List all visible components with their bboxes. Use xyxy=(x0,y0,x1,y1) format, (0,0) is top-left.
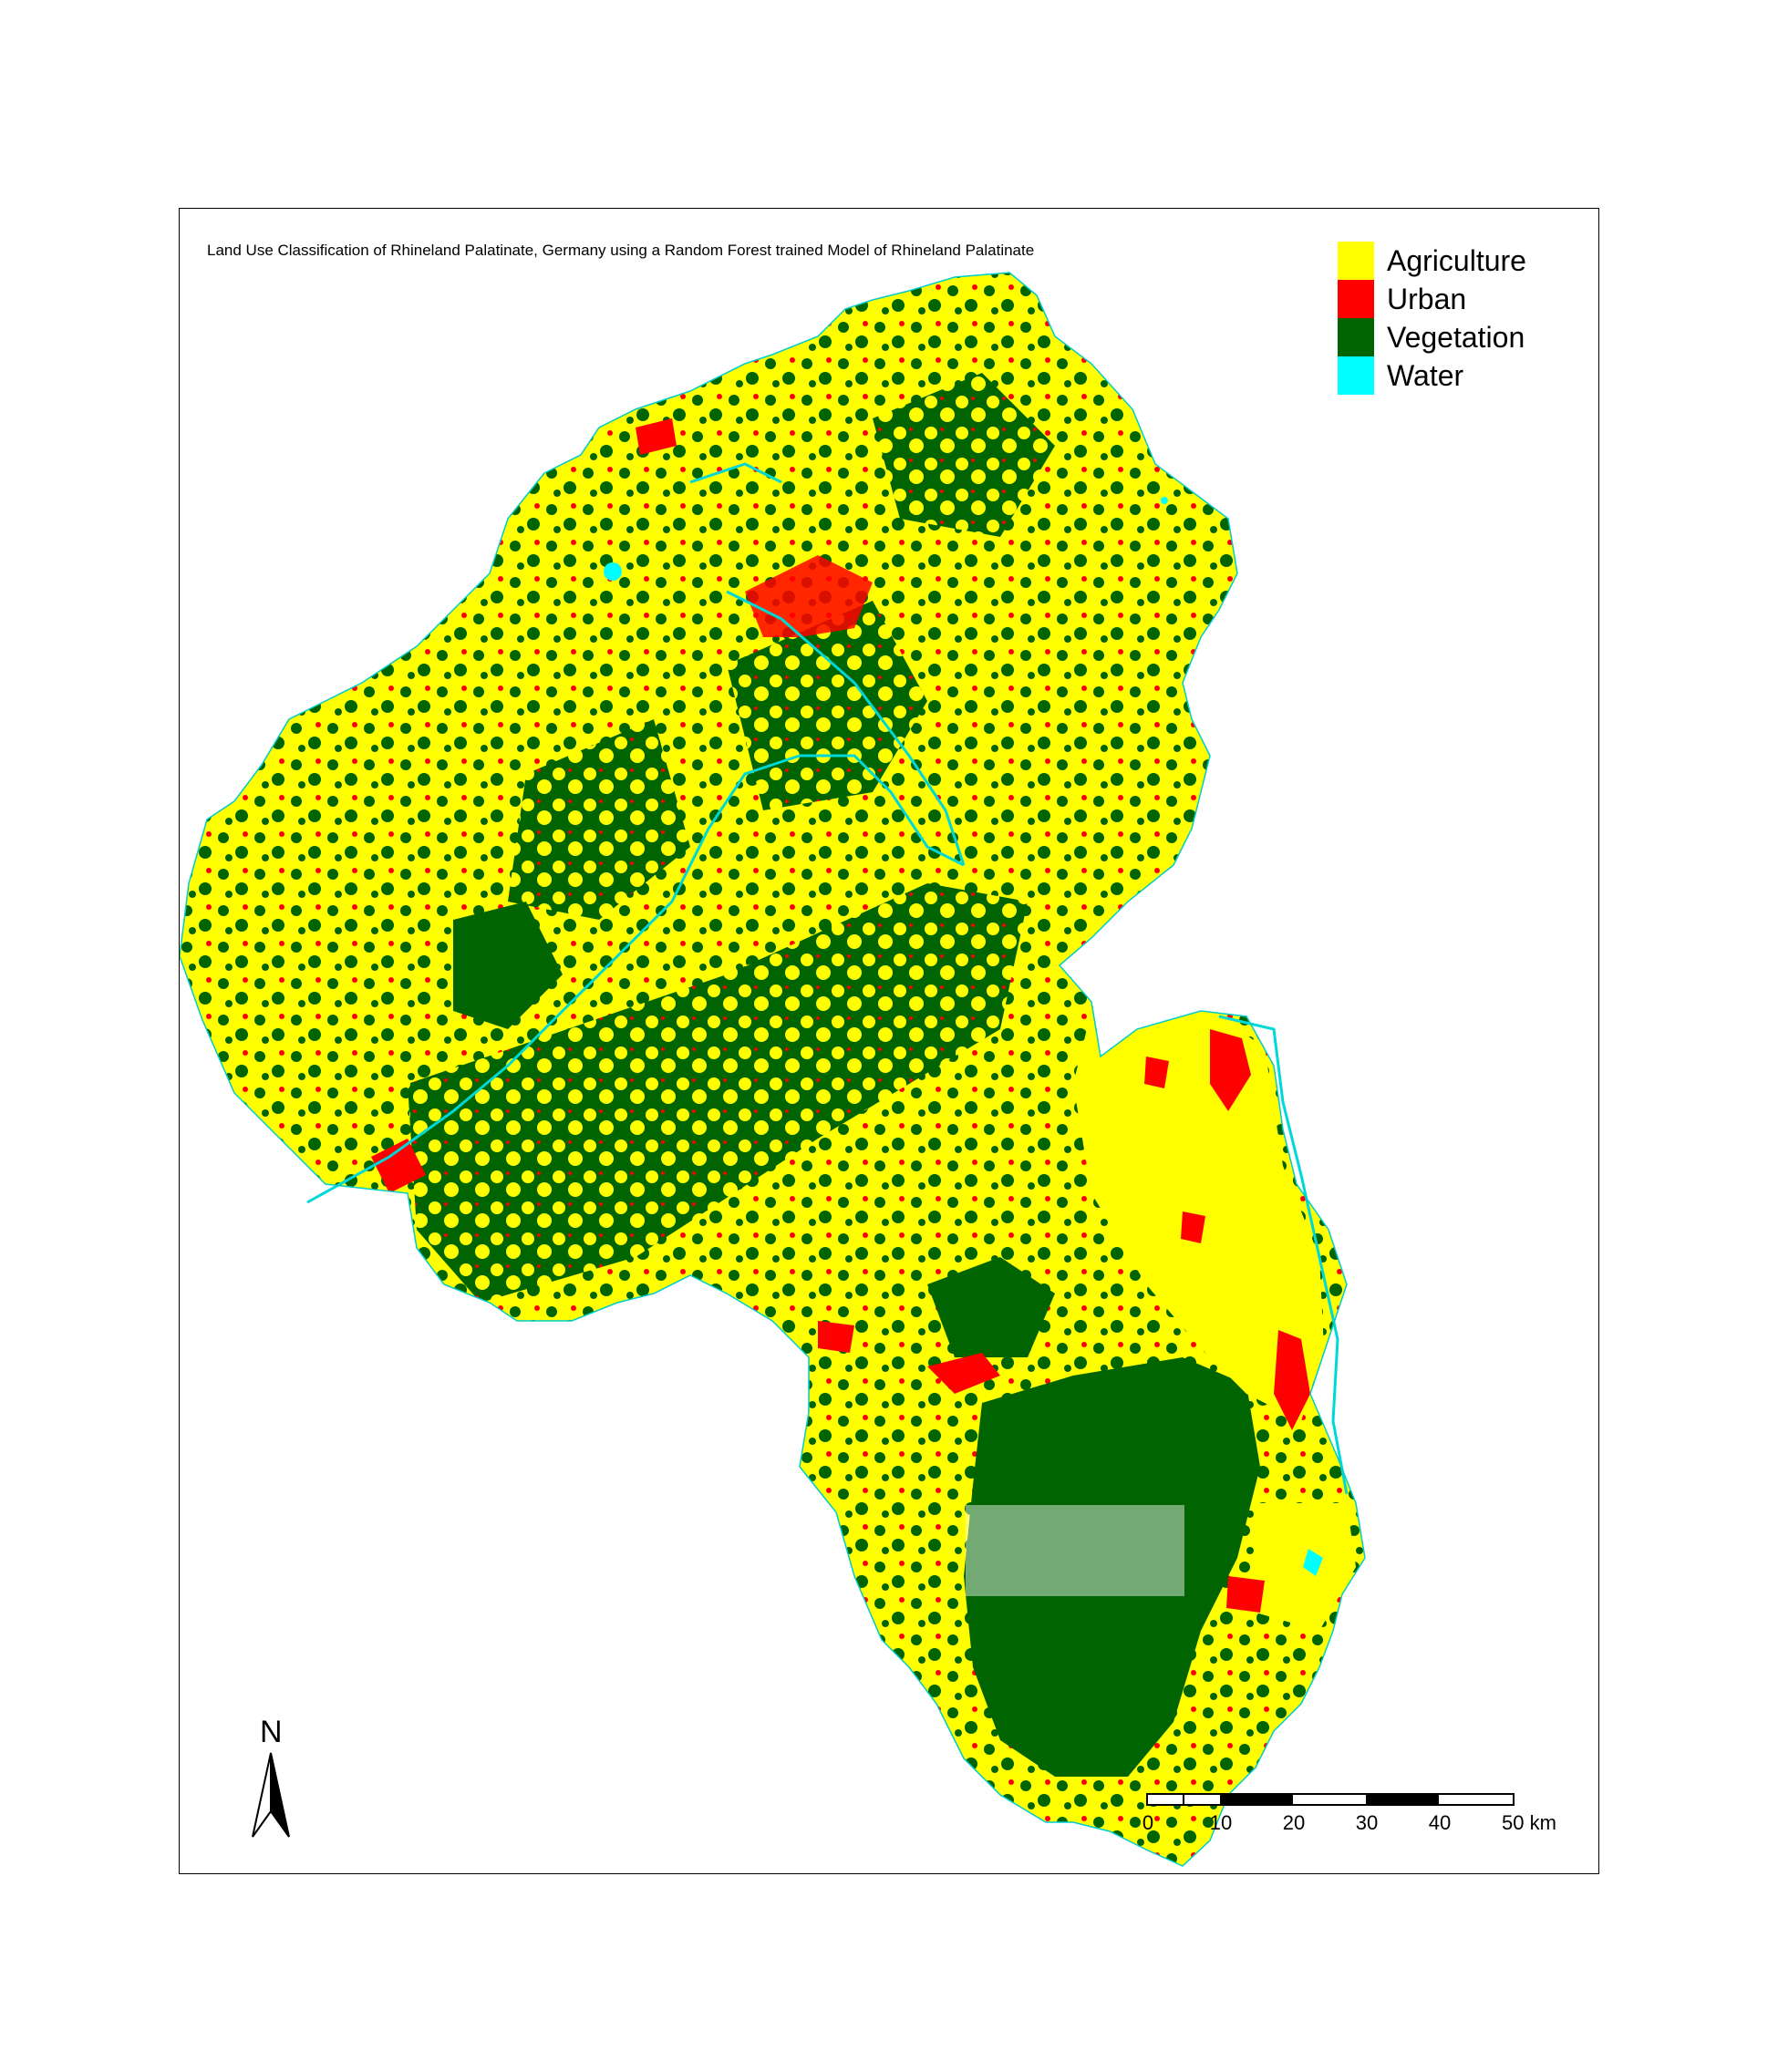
map-title: Land Use Classification of Rhineland Pal… xyxy=(207,242,1035,259)
land-use-map xyxy=(180,272,1366,1867)
legend-item-water: Water xyxy=(1338,356,1526,395)
legend-swatch-urban xyxy=(1338,280,1374,318)
legend-item-vegetation: Vegetation xyxy=(1338,318,1526,356)
scale-tick-30: 30 xyxy=(1355,1811,1379,1834)
scale-tick-40: 40 xyxy=(1428,1811,1452,1834)
legend-item-urban: Urban xyxy=(1338,280,1526,318)
rhine-middle-river xyxy=(726,590,966,866)
state-land-use xyxy=(180,273,1365,1866)
legend: Agriculture Urban Vegetation Water xyxy=(1338,242,1526,395)
scale-backdrop xyxy=(966,1505,1184,1596)
scale-tick-50: 50 km xyxy=(1502,1811,1556,1834)
north-label: N xyxy=(260,1715,283,1749)
map-frame: Land Use Classification of Rhineland Pal… xyxy=(179,208,1599,1874)
scale-bar-graphic xyxy=(1146,1793,1515,1806)
legend-label-water: Water xyxy=(1387,359,1464,392)
scale-bar: 0 10 20 30 40 50 km xyxy=(1142,1786,1556,1840)
rivers xyxy=(306,462,1349,1495)
north-arrow-icon xyxy=(252,1752,290,1838)
legend-label-vegetation: Vegetation xyxy=(1387,321,1525,354)
legend-swatch-water xyxy=(1338,356,1374,395)
legend-item-agriculture: Agriculture xyxy=(1338,242,1526,280)
legend-swatch-vegetation xyxy=(1338,318,1374,356)
legend-label-urban: Urban xyxy=(1387,283,1467,315)
scale-tick-0: 0 xyxy=(1142,1811,1154,1834)
ahr-river xyxy=(689,462,782,484)
rhine-river xyxy=(1218,1015,1349,1495)
water-bodies xyxy=(604,497,1323,1576)
scale-tick-10: 10 xyxy=(1209,1811,1233,1834)
scale-tick-20: 20 xyxy=(1282,1811,1306,1834)
moselle-river xyxy=(306,754,965,1204)
legend-label-agriculture: Agriculture xyxy=(1387,244,1526,277)
legend-swatch-agriculture xyxy=(1338,242,1374,280)
